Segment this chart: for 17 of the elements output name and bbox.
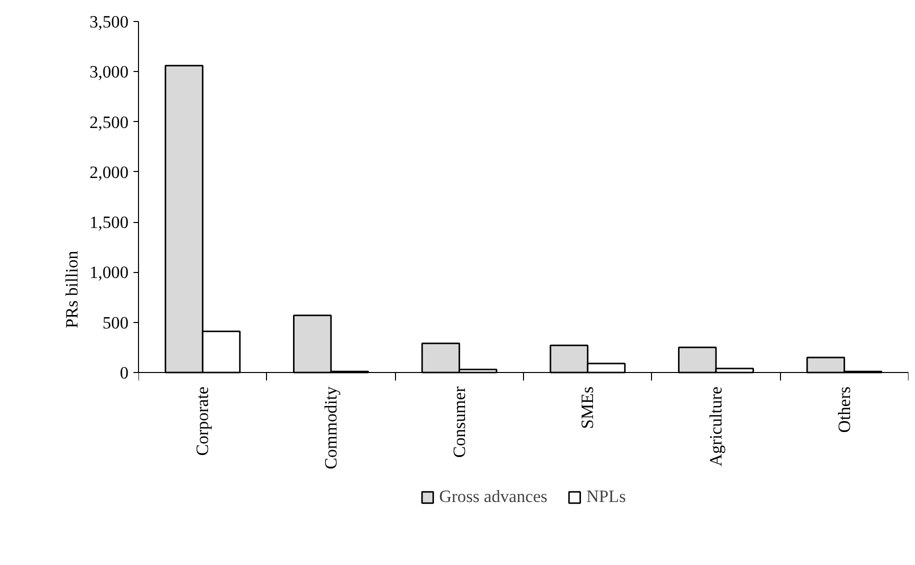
x-tick-label: Commodity: [322, 386, 340, 470]
y-tick-label: 500: [102, 313, 129, 332]
x-tick-label: Corporate: [193, 386, 212, 456]
y-tick-label: 2,000: [90, 162, 129, 182]
y-tick-label: 3,500: [90, 12, 129, 32]
legend-label: NPLs: [586, 487, 626, 507]
x-tick-label: Consumer: [450, 386, 469, 458]
y-axis-title: PRs billion: [62, 250, 82, 328]
legend-label: Gross advances: [439, 487, 548, 507]
y-tick-label: 0: [120, 364, 129, 382]
x-tick-label: Others: [834, 386, 854, 433]
y-tick-label: 3,000: [90, 62, 129, 82]
y-tick-label: 2,500: [90, 112, 129, 132]
y-tick-label: 1,500: [90, 213, 129, 232]
x-tick-label: Agriculture: [706, 386, 726, 466]
y-tick-label: 1,000: [90, 263, 129, 282]
x-tick-label: SMEs: [578, 386, 598, 429]
